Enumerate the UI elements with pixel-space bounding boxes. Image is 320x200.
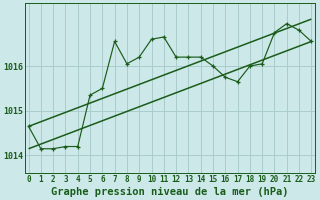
X-axis label: Graphe pression niveau de la mer (hPa): Graphe pression niveau de la mer (hPa) <box>51 186 289 197</box>
